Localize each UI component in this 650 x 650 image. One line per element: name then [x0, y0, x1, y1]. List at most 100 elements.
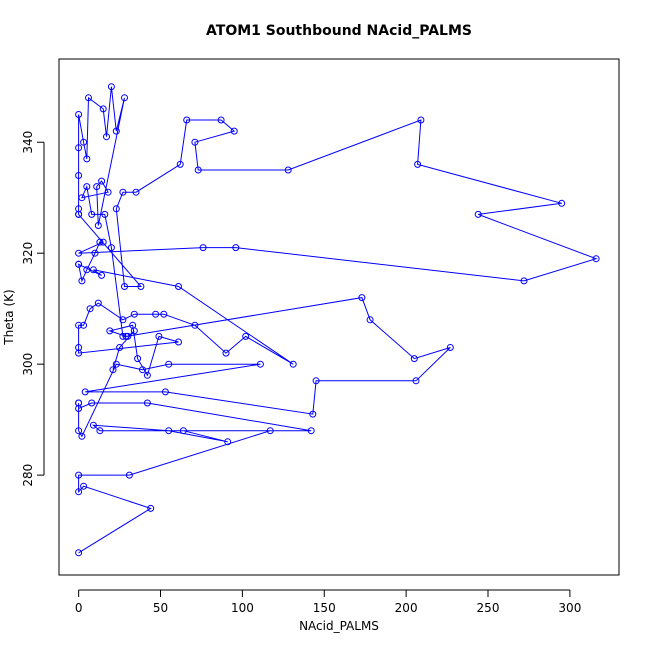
data-point — [284, 166, 292, 174]
x-tick-label: 200 — [395, 601, 418, 615]
data-point — [175, 338, 182, 346]
data-point — [101, 210, 109, 218]
data-point — [358, 294, 366, 302]
data-point — [222, 349, 230, 357]
data-point — [139, 366, 146, 374]
data-point — [224, 438, 232, 446]
data-point — [78, 432, 86, 440]
data-point — [230, 127, 238, 135]
x-axis: 0 50 100 150 200 250 300 — [75, 589, 581, 615]
x-tick-label: 150 — [313, 601, 336, 615]
data-point — [134, 355, 142, 363]
data-point — [85, 94, 92, 102]
data-point — [160, 310, 168, 318]
series-line — [77, 86, 598, 554]
y-tick-label: 300 — [21, 353, 35, 376]
data-point — [165, 427, 173, 435]
data-point — [312, 377, 320, 385]
x-tick-label: 300 — [558, 601, 581, 615]
data-point — [137, 283, 145, 290]
y-axis: 280 300 320 340 — [21, 131, 45, 487]
data-point — [143, 371, 151, 379]
y-tick-label: 280 — [21, 464, 35, 487]
data-point — [109, 366, 117, 374]
x-tick-label: 100 — [231, 601, 254, 615]
data-point — [91, 249, 99, 257]
data-point — [75, 205, 83, 213]
data-point — [75, 488, 83, 496]
data-point — [366, 316, 374, 324]
data-point — [307, 427, 315, 435]
data-point — [520, 277, 528, 285]
data-point — [410, 355, 418, 363]
data-point — [147, 504, 155, 512]
data-point — [121, 94, 128, 102]
data-point — [75, 321, 83, 329]
data-point — [75, 172, 83, 179]
data-point — [99, 238, 107, 246]
data-point — [194, 166, 202, 174]
data-point — [176, 160, 184, 168]
data-point — [75, 249, 83, 257]
data-point — [96, 238, 104, 246]
data-point — [474, 210, 482, 218]
data-point — [256, 360, 264, 368]
data-point — [75, 471, 83, 479]
data-point — [124, 332, 132, 340]
data-point — [558, 199, 566, 207]
data-point — [592, 255, 600, 263]
data-point — [89, 266, 97, 274]
data-point — [412, 377, 420, 385]
plot-frame — [58, 58, 620, 576]
data-point — [143, 399, 151, 407]
data-point — [75, 399, 83, 407]
data-point — [75, 549, 83, 557]
data-point — [89, 421, 97, 429]
data-point — [242, 332, 250, 340]
data-point — [98, 177, 106, 185]
data-point — [98, 271, 106, 279]
data-point — [130, 310, 138, 318]
data-point — [446, 344, 454, 351]
data-point — [78, 194, 86, 202]
data-point — [119, 316, 127, 324]
x-tick-label: 50 — [153, 601, 168, 615]
data-point — [112, 205, 120, 213]
data-line — [77, 86, 598, 554]
data-point — [94, 222, 102, 229]
data-point — [289, 360, 297, 368]
y-tick-label: 320 — [21, 242, 35, 265]
data-point — [191, 321, 199, 329]
data-point — [414, 160, 422, 168]
data-point — [266, 427, 274, 435]
data-point — [94, 299, 102, 307]
data-point — [125, 471, 133, 479]
data-point — [116, 344, 124, 351]
data-point — [75, 427, 83, 435]
data-point — [75, 144, 83, 152]
data-point — [417, 116, 425, 124]
data-point — [75, 111, 83, 118]
data-point — [152, 310, 160, 318]
data-point — [104, 188, 112, 196]
data-point — [309, 410, 317, 418]
data-point — [175, 283, 182, 290]
data-point — [78, 277, 86, 285]
data-point — [81, 388, 89, 396]
series-markers — [75, 83, 600, 557]
data-point — [83, 183, 91, 191]
data-point — [80, 138, 88, 146]
data-point — [75, 260, 83, 268]
data-point — [119, 188, 127, 196]
data-point — [119, 332, 127, 340]
data-point — [191, 138, 199, 146]
data-point — [199, 244, 207, 252]
y-tick-label: 340 — [21, 131, 35, 154]
y-axis-label: Theta (K) — [2, 289, 16, 345]
data-point — [155, 332, 163, 340]
data-point — [88, 399, 96, 407]
data-point — [88, 210, 96, 218]
data-point — [232, 244, 240, 252]
